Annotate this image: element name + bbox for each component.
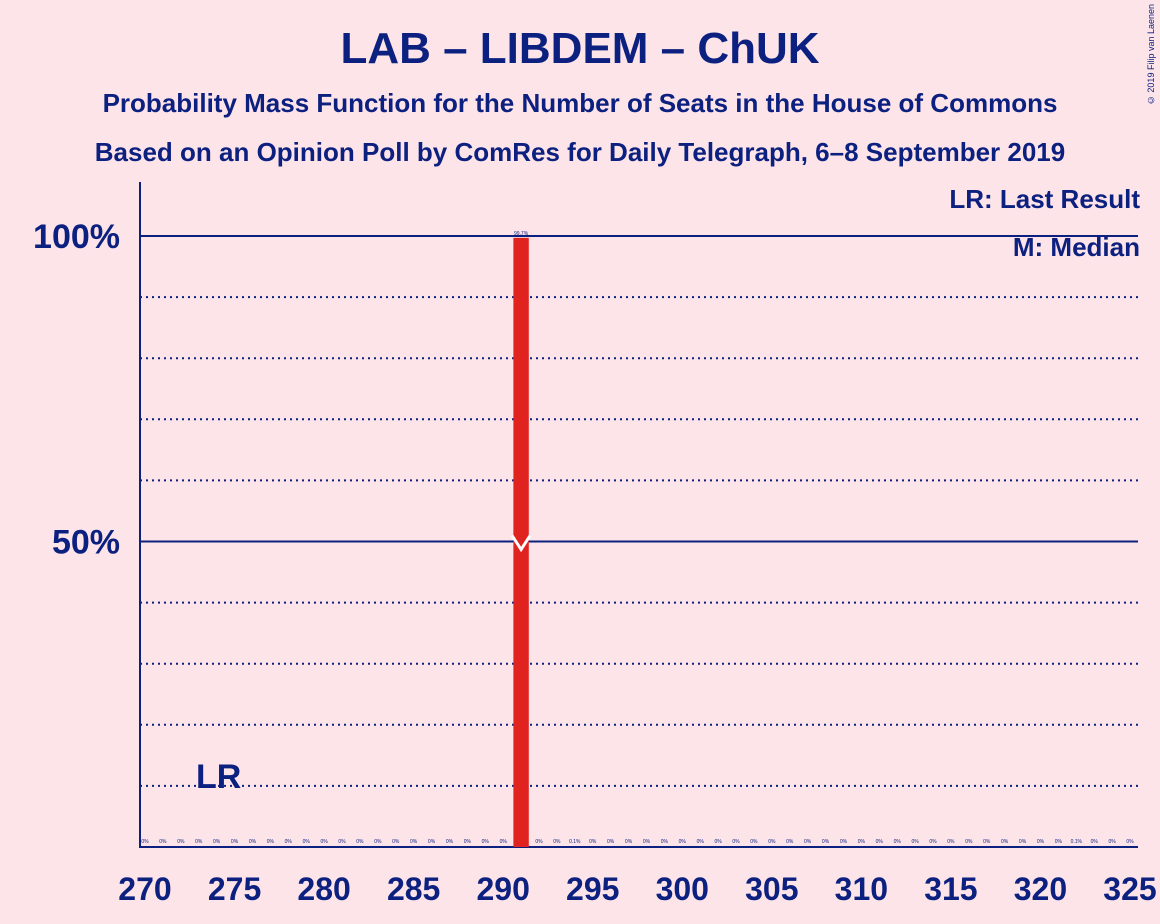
- bar-value-label: 0%: [535, 839, 543, 845]
- bar-value-label: 0%: [625, 839, 633, 845]
- bar-value-label: 0%: [195, 839, 203, 845]
- x-tick-label: 300: [656, 871, 709, 907]
- bar-value-label: 0%: [1019, 839, 1027, 845]
- bar-value-label: 0%: [500, 839, 508, 845]
- x-tick-label: 315: [924, 871, 977, 907]
- bar-value-label: 0%: [840, 839, 848, 845]
- bar-value-label: 0%: [159, 839, 167, 845]
- x-tick-label: 295: [566, 871, 619, 907]
- bar-value-label: 0%: [1091, 839, 1099, 845]
- bar-value-label: 0%: [213, 839, 221, 845]
- bar-value-label: 99.7%: [514, 231, 529, 237]
- x-tick-label: 285: [387, 871, 440, 907]
- y-tick-label: 100%: [33, 218, 120, 256]
- bar-value-label: 0%: [768, 839, 776, 845]
- bar-value-label: 0%: [303, 839, 311, 845]
- bar-value-label: 0%: [786, 839, 794, 845]
- bar-value-label: 0%: [589, 839, 597, 845]
- x-tick-label: 290: [476, 871, 529, 907]
- bar-value-label: 0%: [1108, 839, 1116, 845]
- bar-value-label: 0%: [249, 839, 257, 845]
- bar-value-label: 0%: [285, 839, 293, 845]
- bar-value-label: 0%: [1001, 839, 1009, 845]
- chart-subtitle: Probability Mass Function for the Number…: [102, 88, 1058, 118]
- chart-source: Based on an Opinion Poll by ComRes for D…: [94, 137, 1066, 167]
- bar-value-label: 0%: [553, 839, 561, 845]
- bar-value-label: 0%: [464, 839, 472, 845]
- bar-value-label: 0%: [929, 839, 937, 845]
- bar-value-label: 0%: [732, 839, 740, 845]
- last-result-marker: LR: [196, 758, 241, 796]
- bar-value-label: 0%: [697, 839, 705, 845]
- median-marker: [510, 534, 532, 553]
- bar-value-label: 0%: [894, 839, 902, 845]
- x-tick-label: 310: [835, 871, 888, 907]
- x-tick-label: 320: [1014, 871, 1067, 907]
- x-tick-label: 305: [745, 871, 798, 907]
- bar-value-label: 0%: [231, 839, 239, 845]
- bar-value-label: 0%: [374, 839, 382, 845]
- bar-value-label: 0%: [482, 839, 490, 845]
- x-tick-label: 280: [297, 871, 350, 907]
- bar-value-label: 0%: [965, 839, 973, 845]
- x-tick-label: 275: [208, 871, 261, 907]
- bar-value-label: 0%: [804, 839, 812, 845]
- x-tick-label: 270: [118, 871, 171, 907]
- bar-value-label: 0%: [876, 839, 884, 845]
- y-tick-label: 50%: [52, 524, 120, 562]
- bar-value-label: 0%: [607, 839, 615, 845]
- bar-value-label: 0%: [141, 839, 149, 845]
- bar: [513, 237, 529, 847]
- bar-value-label: 0%: [267, 839, 275, 845]
- bar-value-label: 0%: [911, 839, 919, 845]
- bar-value-label: 0%: [320, 839, 328, 845]
- bar-value-label: 0%: [947, 839, 955, 845]
- bar-value-label: 0%: [679, 839, 687, 845]
- bar-value-label: 0%: [714, 839, 722, 845]
- bar-value-label: 0%: [858, 839, 866, 845]
- bar-value-label: 0%: [661, 839, 669, 845]
- bar-value-label: 0%: [177, 839, 185, 845]
- bar-value-label: 0.1%: [1071, 839, 1083, 845]
- bar-value-label: 0%: [643, 839, 651, 845]
- bar-value-label: 0%: [392, 839, 400, 845]
- bar-value-label: 0%: [1055, 839, 1063, 845]
- bar-value-label: 0%: [410, 839, 418, 845]
- bar-value-label: 0%: [356, 839, 364, 845]
- bar-value-label: 0%: [983, 839, 991, 845]
- bar-value-label: 0%: [446, 839, 454, 845]
- bar-value-label: 0.1%: [569, 839, 581, 845]
- legend-last-result: LR: Last Result: [949, 184, 1140, 214]
- bar-value-label: 0%: [428, 839, 436, 845]
- bar-value-label: 0%: [822, 839, 830, 845]
- bar-value-label: 0%: [338, 839, 346, 845]
- bar-value-label: 0%: [750, 839, 758, 845]
- bar-value-label: 0%: [1037, 839, 1045, 845]
- chart-title: LAB – LIBDEM – ChUK: [340, 24, 820, 73]
- bar-value-label: 0%: [1126, 839, 1134, 845]
- x-tick-label: 325: [1103, 871, 1156, 907]
